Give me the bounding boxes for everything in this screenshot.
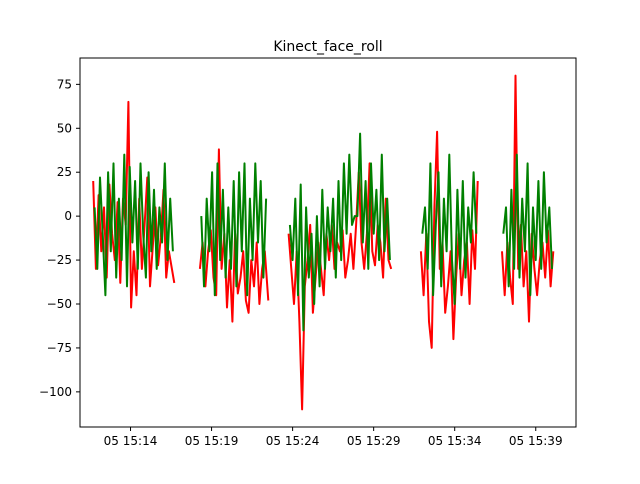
series-2-segment-5-line — [502, 153, 553, 297]
chart-title: Kinect_face_roll — [273, 39, 382, 55]
y-tick-label: 25 — [57, 165, 72, 179]
series-2-segment-4-line — [421, 153, 478, 305]
x-tick-label: 05 15:14 — [104, 434, 158, 448]
y-tick-label: −25 — [47, 253, 72, 267]
series-1-segment-5-line — [501, 74, 555, 323]
y-tick-label: 0 — [64, 209, 72, 223]
x-tick-label: 05 15:39 — [509, 434, 563, 448]
x-tick-label: 05 15:29 — [347, 434, 401, 448]
y-tick-label: −50 — [47, 297, 72, 311]
series-2-segment-3-line — [288, 132, 391, 332]
y-tick-label: 50 — [57, 121, 72, 135]
series-1-segment-4-line — [419, 130, 479, 349]
plot-frame — [79, 57, 577, 428]
x-tick-label: 05 15:19 — [185, 434, 239, 448]
series-1-segment-2-line — [198, 148, 270, 323]
series-layer — [92, 74, 555, 411]
x-tick-label: 05 15:34 — [428, 434, 482, 448]
series-2-segment-1-line — [93, 153, 174, 297]
series-2-segment-2-line — [200, 162, 268, 297]
axes-layer: 75 50 25 0 −25 −50 −75 −100 05 15:14 05 15:19 05 1… — [39, 57, 577, 448]
y-tick-label: 75 — [57, 77, 72, 91]
y-tick-label: −100 — [39, 385, 72, 399]
x-tick-label: 05 15:24 — [266, 434, 320, 448]
y-tick-label: −75 — [47, 341, 72, 355]
